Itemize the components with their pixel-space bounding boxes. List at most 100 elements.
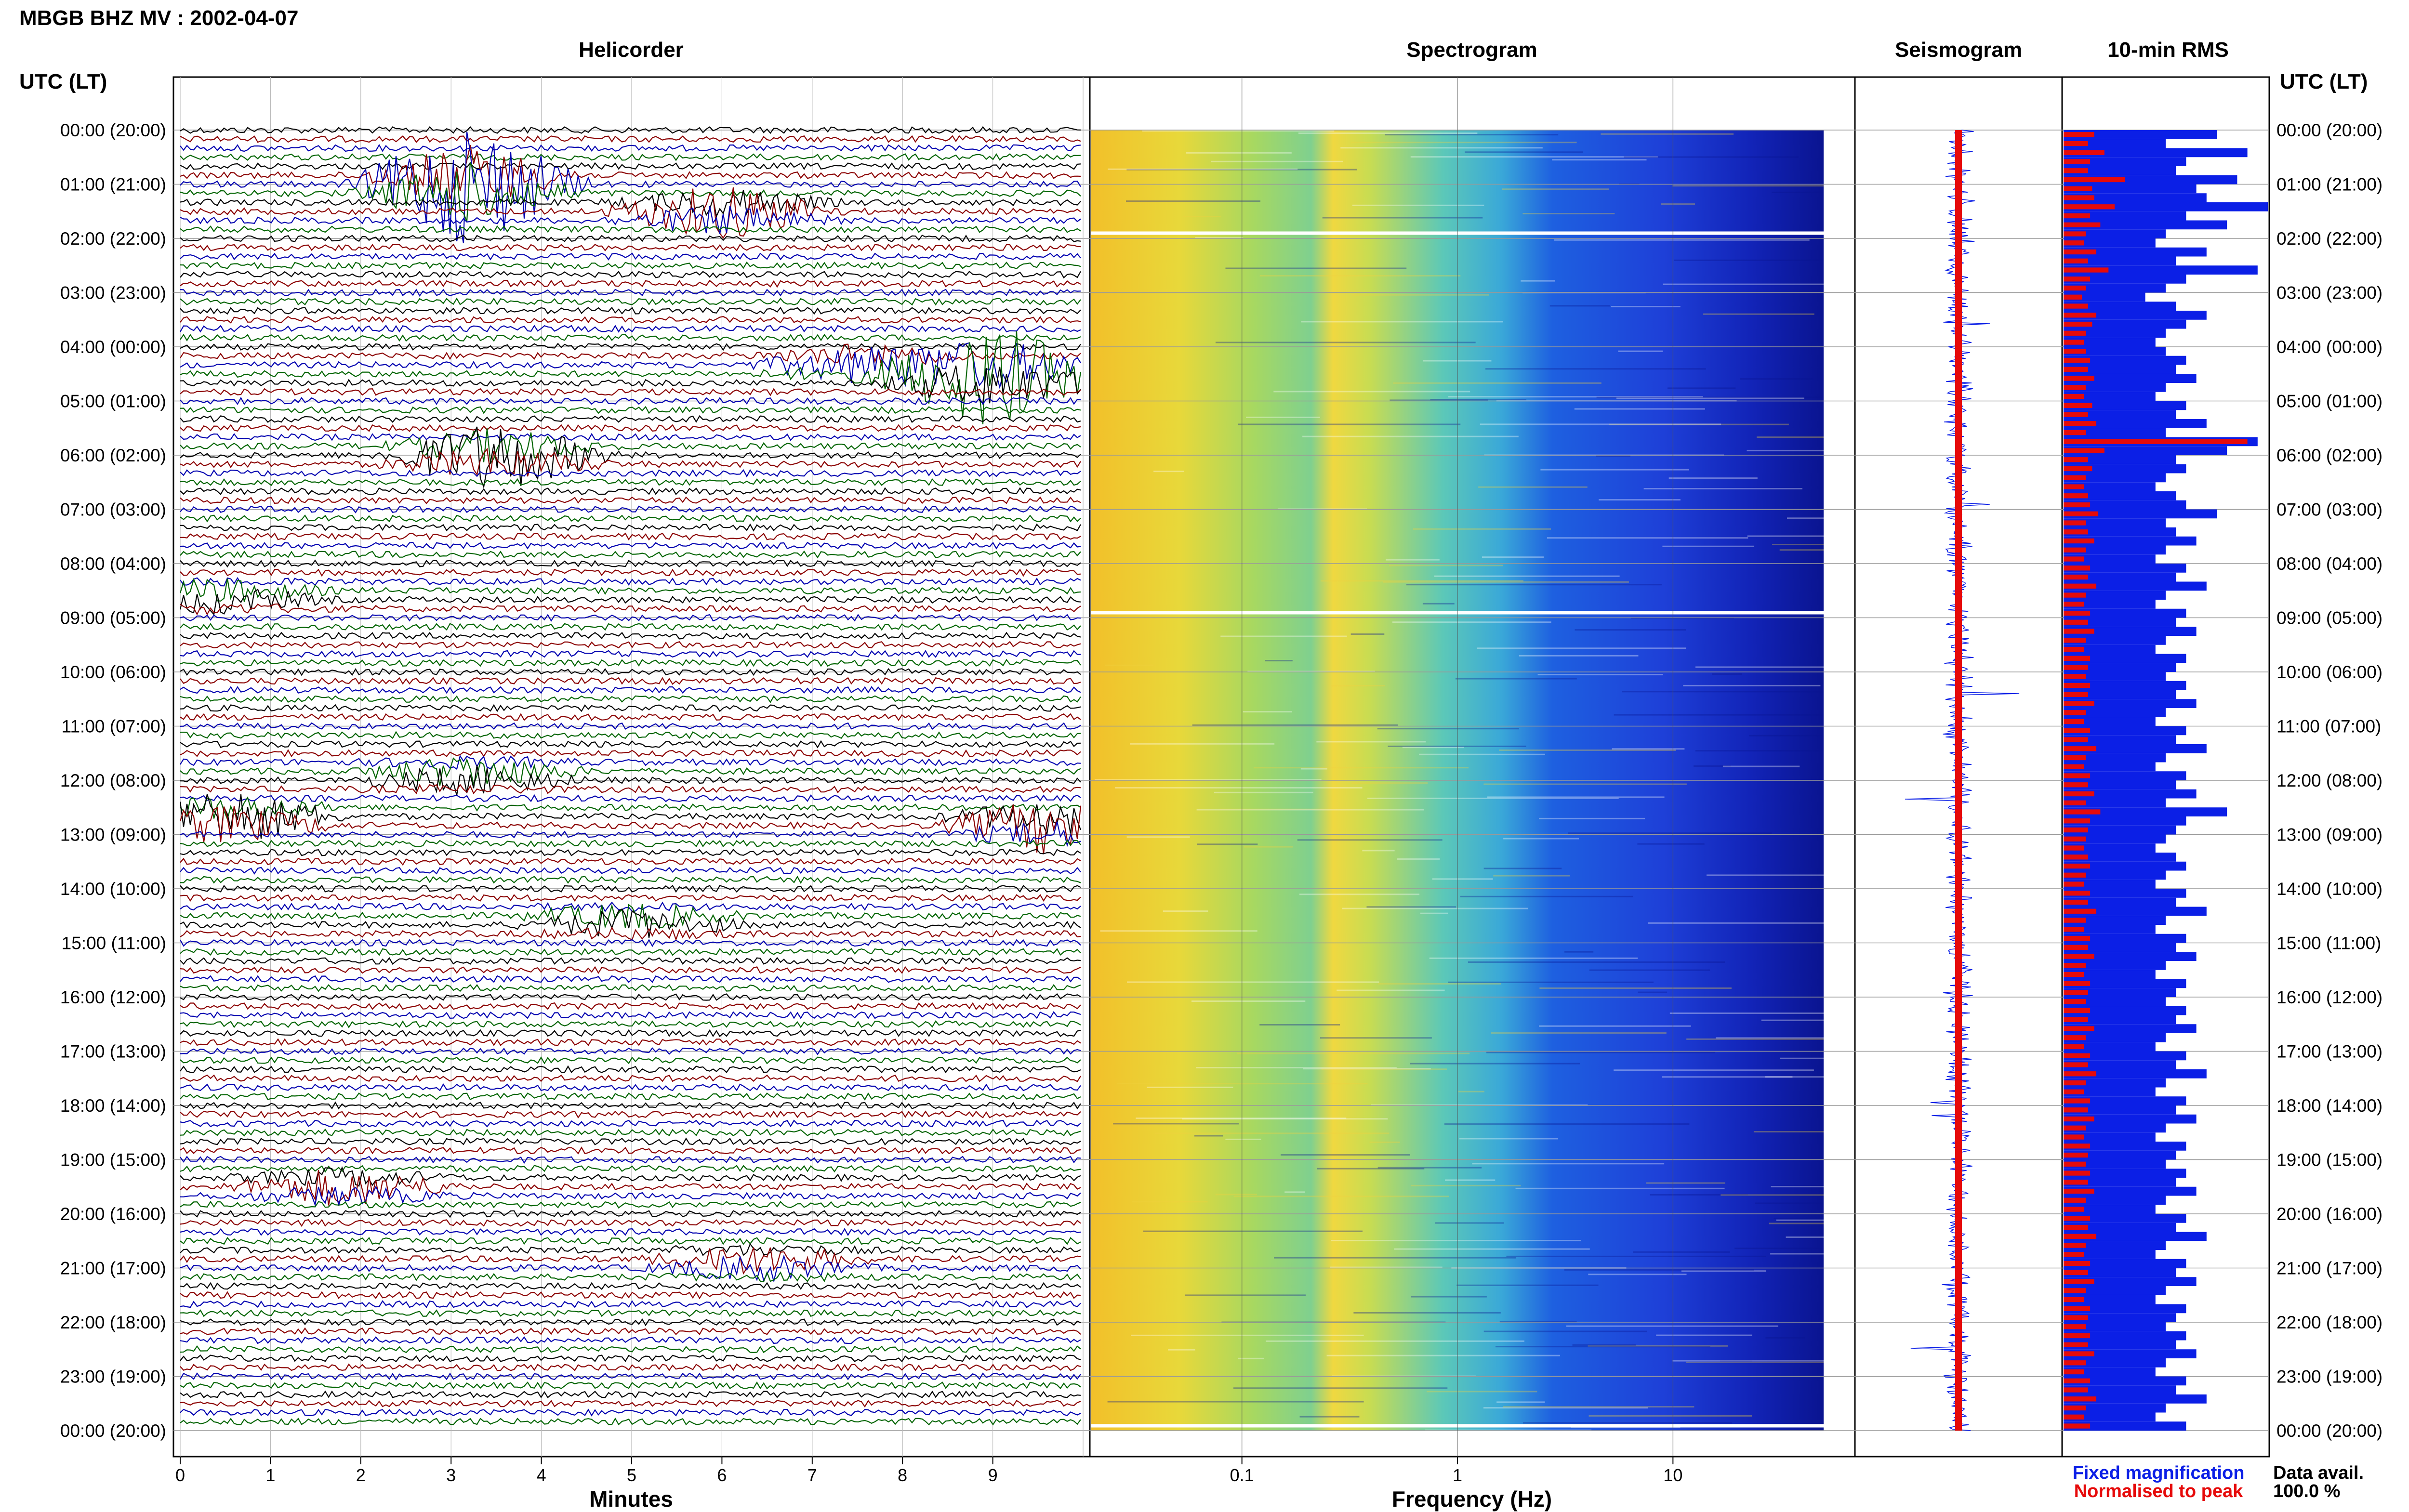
spectrogram-streak	[1616, 397, 1804, 399]
helicorder-trace	[180, 1137, 1081, 1146]
rms-bar	[2064, 139, 2166, 148]
spectrogram-streak	[1483, 783, 1687, 785]
spectrogram-streak	[1564, 951, 1594, 953]
rms-bar	[2064, 1105, 2176, 1115]
spectrogram-streak	[1105, 664, 1154, 666]
rms-bar	[2064, 1071, 2096, 1077]
spectrogram-streak	[1599, 499, 1681, 501]
rms-bar	[2064, 1024, 2197, 1033]
spectrogram-streak	[1772, 543, 1824, 545]
rms-bar	[2064, 1405, 2086, 1411]
rms-bar	[2064, 1252, 2084, 1257]
spectrogram-streak	[1238, 423, 1461, 425]
rms-bar	[2064, 855, 2088, 860]
spectrogram-streak	[1237, 1052, 1470, 1054]
spectrogram-streak	[1566, 1325, 1778, 1327]
rms-bar	[2064, 1277, 2197, 1286]
spectrogram-streak	[1465, 151, 1584, 153]
spectrogram-streak	[1765, 1076, 1824, 1078]
spectrogram-streak	[1136, 1118, 1347, 1119]
spectrogram-streak	[1574, 408, 1705, 410]
rms-bar	[2064, 132, 2094, 137]
rms-bar	[2064, 448, 2105, 453]
spectrogram-streak	[1650, 1194, 1748, 1196]
helicorder-trace	[180, 1185, 1081, 1207]
rms-bar	[2064, 665, 2088, 670]
rms-bar	[2064, 229, 2166, 238]
helicorder-trace	[180, 1110, 1081, 1119]
rms-bar	[2064, 401, 2186, 410]
spectrogram-streak	[1624, 156, 1799, 158]
spectrogram-streak	[1322, 217, 1483, 219]
helicorder-trace	[180, 541, 1081, 550]
helicorder-trace	[180, 162, 1081, 222]
hour-label-left: 15:00 (11:00)	[62, 933, 166, 953]
helicorder-trace	[180, 849, 1081, 857]
rms-bar	[2064, 1205, 2156, 1214]
rms-bar	[2064, 1385, 2176, 1394]
rms-bar	[2064, 529, 2088, 535]
rms-bar	[2064, 744, 2207, 753]
rms-bar	[2064, 1123, 2166, 1133]
hour-label-left: 13:00 (09:00)	[60, 825, 166, 845]
hour-label-left: 06:00 (02:00)	[60, 446, 166, 465]
rms-bar	[2064, 554, 2156, 564]
spectrogram-streak	[1386, 559, 1440, 561]
spectrogram-streak	[1142, 130, 1335, 132]
rms-bar	[2064, 1342, 2088, 1347]
helicorder-trace	[180, 1210, 1081, 1218]
rms-bar	[2064, 220, 2227, 230]
rms-bar	[2064, 238, 2156, 248]
spectrogram-streak	[1114, 787, 1363, 789]
hour-label-right: 07:00 (03:00)	[2277, 500, 2383, 520]
x-tick-label: 9	[988, 1465, 998, 1485]
helicorder-trace	[180, 614, 1081, 622]
helicorder-trace	[180, 342, 1081, 390]
rms-bar	[2064, 719, 2084, 724]
rms-bar	[2064, 184, 2197, 194]
rms-bar	[2064, 990, 2088, 995]
spectrogram-streak	[1459, 1138, 1559, 1140]
rms-bar	[2064, 565, 2091, 571]
spectrogram-streak	[1622, 691, 1824, 693]
spectrogram-streak	[1740, 378, 1813, 380]
rms-bar	[2064, 627, 2197, 636]
rms-bar	[2064, 159, 2091, 164]
rms-bar	[2064, 1306, 2091, 1311]
rms-bar	[2064, 881, 2084, 887]
spectrogram-streak	[1596, 396, 1824, 398]
rms-bar	[2064, 845, 2084, 851]
rms-bar	[2064, 834, 2166, 844]
spectrogram-streak	[1448, 981, 1654, 983]
spectrogram-streak	[1491, 1032, 1667, 1034]
spectrogram-streak	[1771, 1186, 1824, 1188]
helicorder-trace	[180, 1291, 1081, 1300]
rms-bar	[2064, 602, 2084, 607]
rms-bar	[2064, 545, 2166, 555]
spectrogram-streak	[1695, 750, 1824, 752]
x-tick-label: 7	[807, 1465, 817, 1485]
hour-label-right: 16:00 (12:00)	[2277, 987, 2383, 1007]
spectrogram-streak	[1389, 565, 1503, 566]
hour-label-right: 00:00 (20:00)	[2277, 1421, 2383, 1441]
rms-bar	[2064, 394, 2084, 399]
spectrogram-streak	[1434, 575, 1620, 577]
rms-bar	[2064, 1180, 2088, 1185]
helicorder-trace	[180, 908, 1081, 938]
rms-bar	[2064, 1207, 2084, 1212]
helicorder-trace	[180, 144, 1081, 152]
rms-bar	[2064, 782, 2088, 788]
spectrogram-streak	[1707, 874, 1824, 876]
rms-bar	[2064, 240, 2084, 246]
spectrogram-streak	[1460, 895, 1633, 897]
helicorder-trace	[180, 406, 1081, 414]
helicorder-trace	[180, 325, 1081, 333]
helicorder-trace	[180, 975, 1081, 983]
helicorder-trace	[180, 603, 1081, 616]
spectrogram-streak	[1753, 1131, 1824, 1133]
spectrogram-streak	[1155, 1132, 1390, 1134]
hour-label-left: 20:00 (16:00)	[60, 1204, 166, 1224]
hour-label-left: 04:00 (00:00)	[60, 337, 166, 357]
rms-bar	[2064, 319, 2186, 329]
spectrogram-streak	[1388, 745, 1526, 747]
